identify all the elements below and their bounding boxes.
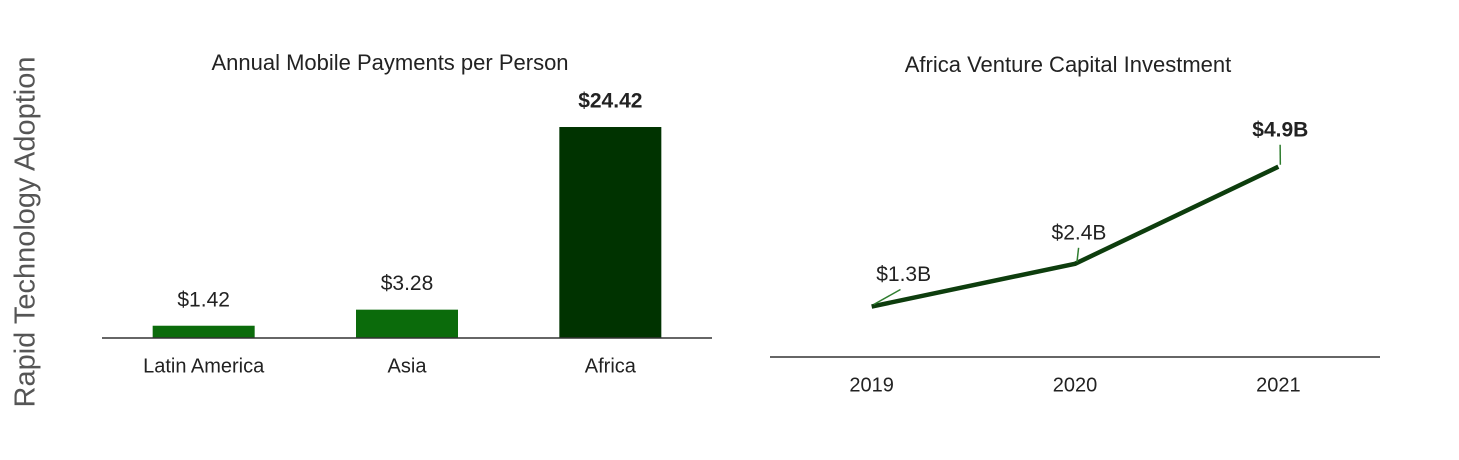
x-tick-label: Asia xyxy=(388,355,428,377)
bar xyxy=(356,309,458,338)
line xyxy=(871,164,1280,309)
bar xyxy=(559,127,662,338)
value-label: $4.9B xyxy=(1252,118,1308,141)
leader-line xyxy=(873,288,901,306)
value-label: $24.42 xyxy=(578,90,642,113)
leader-line xyxy=(1076,247,1080,262)
value-label: $3.28 xyxy=(381,272,434,295)
chart-title: Africa Venture Capital Investment xyxy=(905,52,1232,77)
bar xyxy=(152,325,255,338)
side-heading: Rapid Technology Adoption xyxy=(10,57,42,408)
x-tick-label: Latin America xyxy=(143,355,265,377)
x-tick-label: 2019 xyxy=(849,374,894,396)
x-tick-label: Africa xyxy=(585,355,637,377)
x-tick-label: 2021 xyxy=(1256,374,1301,396)
chart-title: Annual Mobile Payments per Person xyxy=(211,50,568,75)
value-label: $1.42 xyxy=(177,288,230,311)
x-tick-label: 2020 xyxy=(1053,374,1098,396)
value-label: $1.3B xyxy=(876,263,931,286)
value-label: $2.4B xyxy=(1052,221,1107,244)
